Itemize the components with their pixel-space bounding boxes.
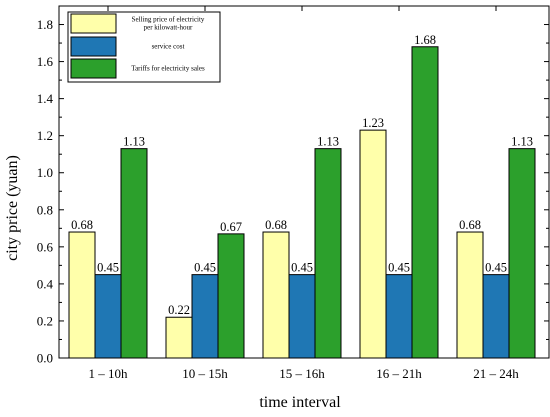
bar-value-label: 1.13 — [123, 135, 145, 149]
bar — [456, 231, 484, 359]
y-tick-label: 1.8 — [37, 17, 53, 32]
x-axis-title: time interval — [259, 394, 341, 411]
bar — [165, 316, 193, 359]
bar-value-label: 0.67 — [220, 220, 242, 234]
y-tick-label: 1.0 — [37, 165, 53, 180]
y-axis-title: city price (yuan) — [4, 155, 21, 261]
x-tick-label: 15 – 16h — [279, 366, 325, 381]
bar — [359, 129, 387, 359]
x-tick-label: 1 – 10h — [89, 366, 129, 381]
x-tick-label: 16 – 21h — [376, 366, 422, 381]
bar — [508, 148, 536, 359]
bars — [68, 46, 536, 359]
bar — [482, 274, 510, 359]
bar-value-label: 1.13 — [511, 135, 533, 149]
bar-value-label: 1.68 — [414, 33, 436, 47]
x-tick-label: 10 – 15h — [182, 366, 228, 381]
bar — [385, 274, 413, 359]
bar-value-label: 1.13 — [317, 135, 339, 149]
bar-value-label: 0.45 — [97, 261, 119, 275]
y-tick-label: 0.4 — [37, 276, 54, 291]
bar-value-label: 0.45 — [291, 261, 313, 275]
data-labels: 0.68 0.45 1.13 0.22 0.45 0.67 0.68 0.45 1.13 1.23… — [71, 33, 533, 317]
y-tick-label: 0.6 — [37, 239, 54, 254]
bar-value-label: 0.68 — [459, 218, 481, 232]
bar-value-label: 1.23 — [362, 116, 384, 130]
legend-label: Tariffs for electricity sales — [131, 65, 205, 73]
bar-value-label: 0.68 — [265, 218, 287, 232]
bar-value-label: 0.45 — [388, 261, 410, 275]
bar — [191, 274, 219, 359]
bar — [217, 233, 245, 359]
bar — [314, 148, 342, 359]
legend-label: Selling price of electricity — [132, 16, 205, 24]
legend-swatch — [70, 36, 117, 57]
bar-value-label: 0.45 — [485, 261, 507, 275]
bar — [262, 231, 290, 359]
bar — [288, 274, 316, 359]
legend-swatch — [70, 13, 117, 34]
bar — [120, 148, 148, 359]
y-tick-label: 1.4 — [37, 91, 54, 106]
y-tick-label: 0.2 — [37, 313, 53, 328]
y-tick-label: 1.2 — [37, 128, 53, 143]
y-axis: 0.0 0.2 0.4 0.6 0.8 1.0 1.2 1.4 1.6 1.8 — [37, 17, 549, 366]
y-tick-label: 1.6 — [37, 54, 54, 69]
x-axis: 1 – 10h 10 – 15h 15 – 16h 16 – 21h 21 – 24h — [89, 6, 519, 381]
bar-value-label: 0.22 — [168, 303, 190, 317]
bar — [94, 274, 122, 359]
legend-swatch — [70, 58, 117, 79]
bar-value-label: 0.68 — [71, 218, 93, 232]
bar — [68, 231, 96, 359]
legend-label: per kilowatt-hour — [144, 24, 193, 32]
bar-value-label: 0.45 — [194, 261, 216, 275]
legend-label: service cost — [152, 43, 185, 51]
bar — [411, 46, 439, 359]
x-tick-label: 21 – 24h — [473, 366, 519, 381]
y-tick-label: 0.0 — [37, 351, 53, 366]
y-tick-label: 0.8 — [37, 202, 53, 217]
